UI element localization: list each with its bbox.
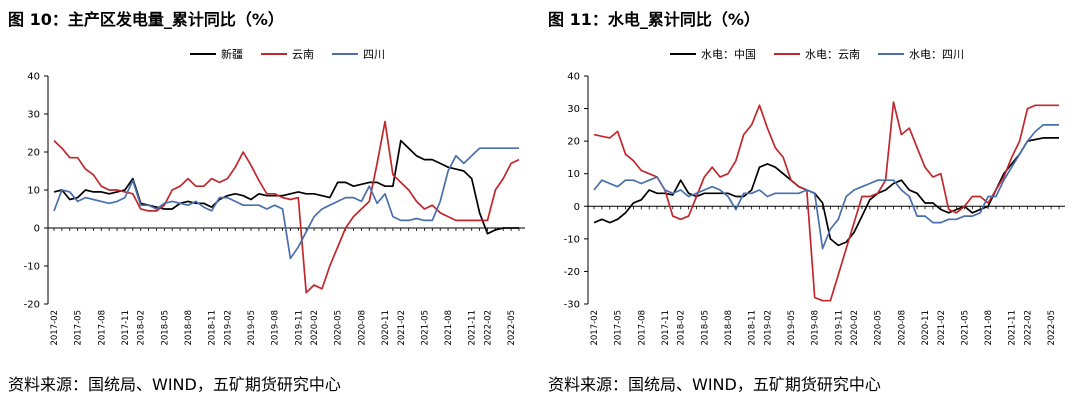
y-tick-label: -20: [24, 300, 40, 311]
chart-source: 资料来源：国统局、WIND，五矿期货研究中心: [8, 375, 341, 394]
series-line-2: [593, 101, 1059, 302]
line-chart-2: -30 -20 -10 0 10 20 30 40 2017-02 2017-05 2017-08 2…: [564, 48, 1065, 346]
x-tick-label: 2020-11: [381, 310, 391, 346]
x-tick-label: 2019-11: [834, 310, 844, 346]
x-tick-label: 2017-11: [661, 310, 671, 346]
y-tick-label: 10: [27, 186, 40, 197]
x-tick-label: 2019-05: [247, 310, 257, 346]
x-tick-label: 2017-08: [97, 310, 107, 346]
legend-item-3: 水电：四川: [878, 48, 964, 61]
x-tick-label: 2017-08: [637, 310, 647, 346]
series-line-1: [53, 139, 519, 235]
x-tick-label: 2019-08: [271, 310, 281, 346]
x-tick-label: 2022-02: [1023, 310, 1033, 346]
x-tick-label: 2020-02: [310, 310, 320, 346]
legend-label: 四川: [363, 48, 385, 61]
y-tick-label: -10: [564, 234, 580, 245]
x-tick-label: 2020-08: [897, 310, 907, 346]
y-tick-label: 0: [574, 202, 580, 213]
chart-title: 图 10：主产区发电量_累计同比（%）: [8, 10, 284, 29]
x-tick-label: 2021-11: [468, 310, 478, 346]
x-tick-label: 2019-05: [787, 310, 797, 346]
x-tick-label: 2018-11: [748, 310, 758, 346]
legend-label: 水电：中国: [701, 48, 756, 61]
y-tick-label: -10: [24, 262, 40, 273]
y-tick-label: 0: [34, 224, 40, 235]
chart-source: 资料来源：国统局、WIND，五矿期货研究中心: [548, 375, 881, 394]
x-tick-label: 2018-08: [724, 310, 734, 346]
x-tick-label: 2020-05: [334, 310, 344, 346]
x-tick-label: 2022-05: [1047, 310, 1057, 346]
x-tick-label: 2021-11: [1008, 310, 1018, 346]
x-tick-label: 2017-11: [121, 310, 131, 346]
legend-item-3: 四川: [332, 48, 385, 61]
x-tick-label: 2019-11: [294, 310, 304, 346]
x-tick-label: 2018-02: [137, 310, 147, 346]
series-line-3: [53, 147, 519, 260]
legend-item-1: 水电：中国: [670, 48, 756, 61]
y-tick-label: 40: [27, 72, 40, 83]
legend-label: 新疆: [221, 47, 243, 61]
x-tick-label: 2021-02: [937, 310, 947, 346]
x-tick-label: 2019-08: [811, 310, 821, 346]
x-tick-label: 2018-02: [677, 310, 687, 346]
y-tick-label: 30: [567, 104, 580, 115]
y-tick-label: 10: [567, 169, 580, 180]
x-tick-label: 2019-02: [223, 310, 233, 346]
x-tick-label: 2022-05: [507, 310, 517, 346]
x-tick-label: 2017-02: [50, 310, 60, 346]
x-tick-label: 2018-08: [184, 310, 194, 346]
x-tick-label: 2019-02: [763, 310, 773, 346]
legend-item-2: 水电：云南: [774, 48, 860, 61]
y-tick-label: -20: [564, 267, 580, 278]
y-tick-label: 30: [27, 110, 40, 121]
x-tick-label: 2017-05: [614, 310, 624, 346]
legend-label: 云南: [292, 48, 314, 61]
series-line-1: [593, 137, 1059, 247]
x-tick-label: 2018-05: [700, 310, 710, 346]
legend-item-2: 云南: [261, 48, 314, 61]
legend-item-1: 新疆: [190, 47, 243, 61]
y-tick-label: 20: [27, 148, 40, 159]
x-tick-label: 2022-02: [483, 310, 493, 346]
x-tick-label: 2020-08: [357, 310, 367, 346]
x-tick-label: 2021-08: [984, 310, 994, 346]
chart-title: 图 11：水电_累计同比（%）: [548, 10, 760, 29]
x-tick-label: 2021-08: [444, 310, 454, 346]
x-tick-label: 2017-05: [74, 310, 84, 346]
chart-panel-1: 图 10：主产区发电量_累计同比（%） -20 -10 0 10 20 30 40 2017-…: [8, 10, 525, 394]
series-line-2: [53, 120, 520, 294]
y-tick-label: -30: [564, 300, 580, 311]
x-tick-label: 2020-11: [921, 310, 931, 346]
x-tick-label: 2018-11: [208, 310, 218, 346]
y-tick-label: 40: [567, 72, 580, 83]
x-tick-label: 2021-05: [960, 310, 970, 346]
x-tick-label: 2017-02: [590, 310, 600, 346]
x-tick-label: 2020-05: [874, 310, 884, 346]
x-tick-label: 2021-05: [420, 310, 430, 346]
series-line-3: [593, 124, 1059, 250]
x-tick-label: 2018-05: [160, 310, 170, 346]
legend-label: 水电：四川: [909, 48, 964, 61]
y-tick-label: 20: [567, 137, 580, 148]
legend-label: 水电：云南: [805, 48, 860, 61]
line-chart-1: -20 -10 0 10 20 30 40 2017-02 2017-05 2017-08 2017…: [24, 47, 525, 346]
chart-panel-2: 图 11：水电_累计同比（%） -30 -20 -10 0 10 20 30 40 2017-0…: [540, 0, 1080, 408]
x-tick-label: 2021-02: [397, 310, 407, 346]
x-tick-label: 2020-02: [850, 310, 860, 346]
